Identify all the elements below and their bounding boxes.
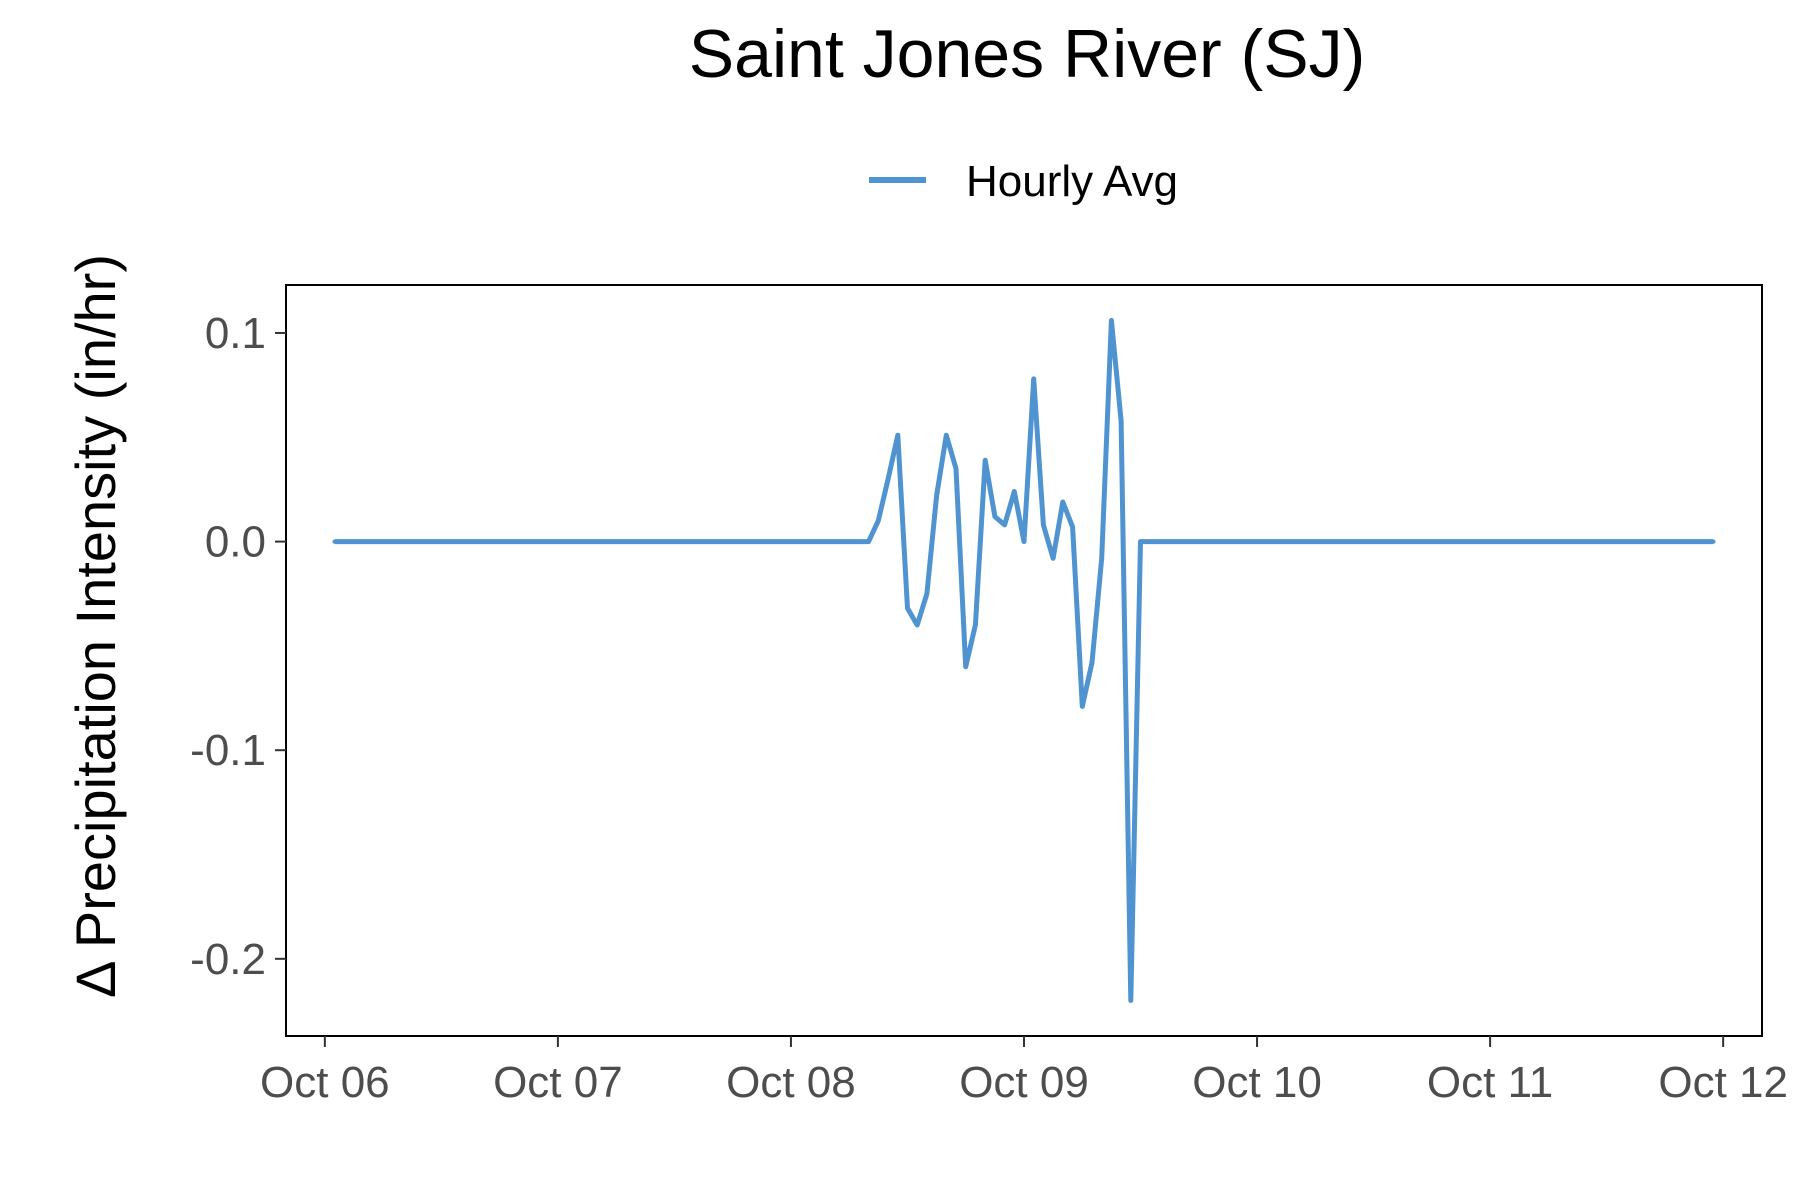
data-point <box>924 591 929 596</box>
x-tick-label: Oct 10 <box>1192 1058 1322 1107</box>
data-point <box>1060 499 1065 504</box>
legend-label: Hourly Avg <box>966 157 1178 206</box>
data-point <box>1002 522 1007 527</box>
y-tick-label: -0.2 <box>190 935 266 984</box>
data-point <box>1031 376 1036 381</box>
data-point <box>1109 318 1114 323</box>
legend: Hourly Avg <box>869 157 1178 206</box>
chart-title: Saint Jones River (SJ) <box>689 16 1365 92</box>
x-tick-label: Oct 12 <box>1658 1058 1788 1107</box>
data-point <box>934 493 939 498</box>
data-point <box>954 466 959 471</box>
y-tick-label: 0.0 <box>205 518 266 567</box>
data-point <box>1012 489 1017 494</box>
y-axis: 0.1 0.0 -0.1 -0.2 <box>190 309 286 984</box>
x-tick-label: Oct 06 <box>260 1058 390 1107</box>
data-point <box>1051 556 1056 561</box>
data-point <box>332 539 337 544</box>
data-point <box>1143 539 1148 544</box>
data-point <box>963 664 968 669</box>
data-point <box>1138 539 1143 544</box>
data-point <box>983 458 988 463</box>
data-point <box>1711 539 1716 544</box>
data-point <box>866 539 871 544</box>
data-point <box>1070 524 1075 529</box>
x-tick-label: Oct 08 <box>726 1058 856 1107</box>
x-axis: Oct 06 Oct 07 Oct 08 Oct 09 Oct 10 Oct 11 Oct … <box>260 1036 1788 1107</box>
data-point <box>1128 998 1133 1003</box>
plot-panel <box>285 284 1763 1037</box>
x-tick-label: Oct 09 <box>959 1058 1089 1107</box>
series-points <box>332 318 1716 1003</box>
data-point <box>1080 704 1085 709</box>
data-point <box>886 477 891 482</box>
data-point <box>992 514 997 519</box>
x-tick-label: Oct 07 <box>493 1058 623 1107</box>
data-point <box>1119 418 1124 423</box>
data-point <box>1041 522 1046 527</box>
data-point <box>1022 539 1026 544</box>
data-point <box>973 623 978 628</box>
y-axis-title: Δ Precipitation Intensity (in/hr) <box>64 254 127 998</box>
data-point <box>876 518 881 523</box>
y-tick-label: 0.1 <box>205 309 266 358</box>
series-line-hourly-avg <box>334 318 1714 1003</box>
data-point <box>895 433 900 438</box>
data-point <box>1089 660 1094 665</box>
data-point <box>905 606 910 611</box>
x-tick-label: Oct 11 <box>1427 1058 1553 1107</box>
data-point <box>1148 539 1153 544</box>
data-point <box>915 623 920 628</box>
data-point <box>1099 556 1104 561</box>
data-point <box>944 433 949 438</box>
y-tick-label: -0.1 <box>190 726 266 775</box>
